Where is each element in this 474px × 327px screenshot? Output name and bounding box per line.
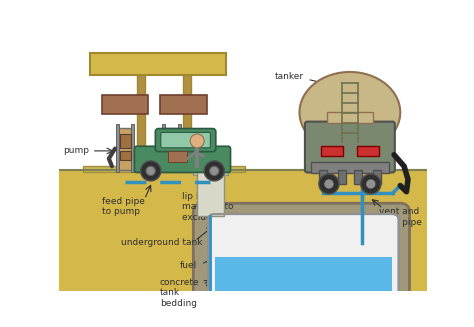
- Circle shape: [366, 180, 375, 189]
- Bar: [90, 53, 226, 75]
- Text: fuel: fuel: [179, 261, 197, 270]
- FancyBboxPatch shape: [193, 203, 410, 327]
- Bar: [59, 39, 427, 170]
- FancyBboxPatch shape: [161, 132, 210, 148]
- Bar: [164, 128, 179, 170]
- Circle shape: [361, 174, 381, 194]
- Ellipse shape: [300, 72, 400, 153]
- FancyBboxPatch shape: [305, 122, 395, 172]
- FancyBboxPatch shape: [135, 146, 230, 172]
- Bar: [166, 151, 177, 160]
- Bar: [137, 75, 145, 170]
- Bar: [197, 170, 224, 216]
- Text: concrete
tank
bedding: concrete tank bedding: [160, 278, 200, 308]
- Bar: [183, 75, 191, 170]
- Bar: [116, 124, 119, 172]
- Bar: [82, 166, 245, 172]
- Bar: [59, 170, 427, 291]
- Bar: [327, 112, 373, 123]
- Circle shape: [190, 134, 204, 148]
- Bar: [311, 163, 389, 173]
- Text: vent and
inlet pipe: vent and inlet pipe: [379, 207, 421, 227]
- Circle shape: [146, 166, 155, 176]
- Bar: [193, 167, 228, 175]
- FancyBboxPatch shape: [155, 129, 216, 152]
- FancyBboxPatch shape: [160, 95, 207, 114]
- Circle shape: [210, 166, 219, 176]
- FancyBboxPatch shape: [208, 214, 399, 323]
- Bar: [120, 151, 130, 160]
- FancyBboxPatch shape: [102, 95, 148, 114]
- Circle shape: [324, 180, 334, 189]
- Bar: [166, 134, 177, 148]
- Text: pump: pump: [63, 146, 89, 155]
- Bar: [178, 124, 181, 172]
- Bar: [338, 170, 346, 184]
- Text: feed pipe
to pump: feed pipe to pump: [102, 197, 145, 216]
- Bar: [373, 170, 381, 184]
- Bar: [357, 146, 379, 156]
- Bar: [354, 170, 362, 184]
- Circle shape: [319, 174, 339, 194]
- Bar: [118, 128, 132, 170]
- Bar: [168, 151, 187, 162]
- FancyBboxPatch shape: [215, 257, 392, 317]
- Bar: [131, 124, 135, 172]
- Circle shape: [204, 161, 224, 181]
- Bar: [120, 134, 130, 148]
- Text: underground tank: underground tank: [121, 238, 203, 247]
- Bar: [321, 146, 343, 156]
- Bar: [319, 170, 327, 184]
- Circle shape: [141, 161, 161, 181]
- Text: tanker: tanker: [275, 72, 304, 81]
- Bar: [162, 124, 165, 172]
- Text: lip inside
manhole to
exclude water: lip inside manhole to exclude water: [182, 192, 246, 221]
